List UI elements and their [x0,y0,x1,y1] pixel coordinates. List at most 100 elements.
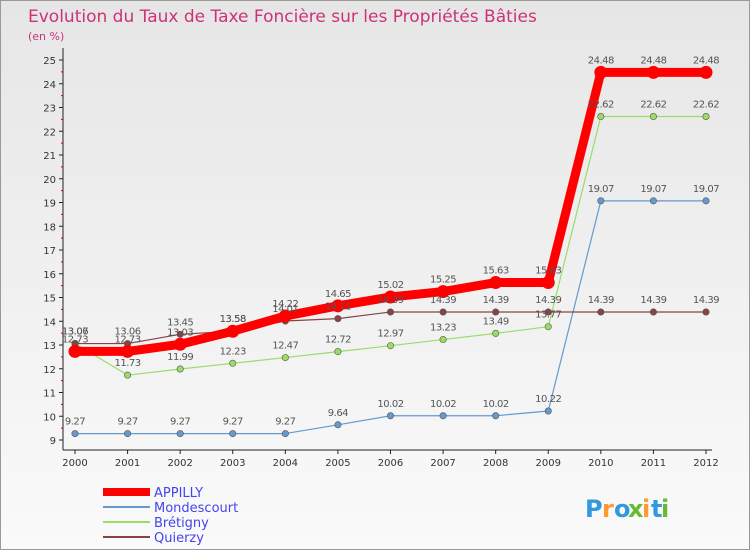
data-point [278,309,292,323]
data-label: 15.63 [483,266,509,277]
data-point [649,197,657,205]
data-label: 9.27 [170,417,190,428]
data-label: 12.47 [272,341,298,352]
data-point [597,197,605,205]
data-label: 13.23 [430,323,456,334]
data-label: 13.06 [115,327,141,338]
data-label: 22.62 [640,100,666,111]
data-label: 12.73 [115,334,141,345]
y-tick-label: 23 [43,104,56,115]
data-point [334,421,342,429]
chart-title: Evolution du Taux de Taxe Foncière sur l… [28,7,537,27]
data-point [281,354,289,362]
data-label: 19.07 [588,184,614,195]
data-label: 14.11 [325,302,351,313]
data-point [124,430,132,438]
data-label: 22.62 [588,100,614,111]
data-label: 14.39 [430,295,456,306]
data-label: 13.45 [167,317,193,328]
data-label: 9.27 [223,417,243,428]
data-point [492,412,500,420]
legend-label: Brétigny [154,516,209,531]
data-label: 15.63 [535,266,561,277]
data-point [439,308,447,316]
legend-label: Quierzy [154,531,204,546]
data-label: 10.02 [377,399,403,410]
data-point [124,371,132,379]
x-tick-label: 2010 [588,458,613,469]
y-tick-label: 25 [43,56,56,67]
series-appilly [68,65,713,358]
data-label: 14.39 [693,295,719,306]
y-tick-label: 18 [43,222,56,233]
x-tick-label: 2012 [693,458,718,469]
series-brtigny [71,113,710,379]
logo-letter: r [602,495,614,523]
data-point [173,337,187,351]
data-point [229,430,237,438]
y-unit-label: (en %) [28,30,64,43]
x-tick-label: 2008 [483,458,508,469]
data-point [229,359,237,367]
data-point [334,315,342,323]
y-tick-label: 14 [43,317,56,328]
data-point [439,336,447,344]
data-label: 12.72 [325,335,351,346]
data-point [649,113,657,121]
data-point [331,299,345,313]
logo-letter: x [628,495,644,523]
data-point [544,407,552,415]
axes: 9 10 11 12 13 14 15 16 17 18 19 20 21 22 23 24 25 2000 200… [43,48,719,469]
data-point [386,342,394,350]
data-label: 9.27 [65,417,85,428]
data-label: 24.48 [588,55,614,66]
x-tick-label: 2007 [430,458,455,469]
data-point [489,276,503,290]
data-label: 13.58 [220,314,246,325]
y-tick-label: 13 [43,341,56,352]
data-point [71,430,79,438]
data-label: 13.06 [62,327,88,338]
data-label: 9.27 [117,417,137,428]
data-point [281,430,289,438]
data-point [594,65,608,79]
logo-letter: i [661,495,669,523]
x-tick-label: 2002 [167,458,192,469]
data-label: 14.39 [377,295,403,306]
logo-letter: P [585,495,603,523]
data-point [646,65,660,79]
data-label: 14.22 [272,299,298,310]
data-label: 14.39 [483,295,509,306]
data-label: 19.07 [640,184,666,195]
data-label: 14.39 [535,295,561,306]
data-point [544,308,552,316]
data-label: 22.62 [693,100,719,111]
data-label: 24.48 [693,55,719,66]
y-tick-label: 19 [43,199,56,210]
y-tick-label: 17 [43,246,56,257]
data-label: 11.73 [115,358,141,369]
data-point [702,197,710,205]
data-label: 12.97 [377,329,403,340]
data-label: 13.03 [167,327,193,338]
x-tick-label: 2005 [325,458,350,469]
data-point [439,412,447,420]
data-label: 24.48 [640,55,666,66]
series-layer: 9.27 9.27 9.27 9.27 9.27 9.64 10.02 10.02 10.02 1… [62,55,720,438]
data-label: 19.07 [693,184,719,195]
data-point [176,365,184,373]
y-tick-label: 15 [43,294,56,305]
x-tick-label: 2011 [641,458,666,469]
data-label: 12.23 [220,346,246,357]
data-point [68,344,82,358]
data-point [702,113,710,121]
data-label: 13.49 [483,316,509,327]
data-point [649,308,657,316]
x-tick-label: 2006 [378,458,403,469]
data-label: 9.27 [275,417,295,428]
data-point [597,113,605,121]
x-tick-label: 2004 [273,458,298,469]
